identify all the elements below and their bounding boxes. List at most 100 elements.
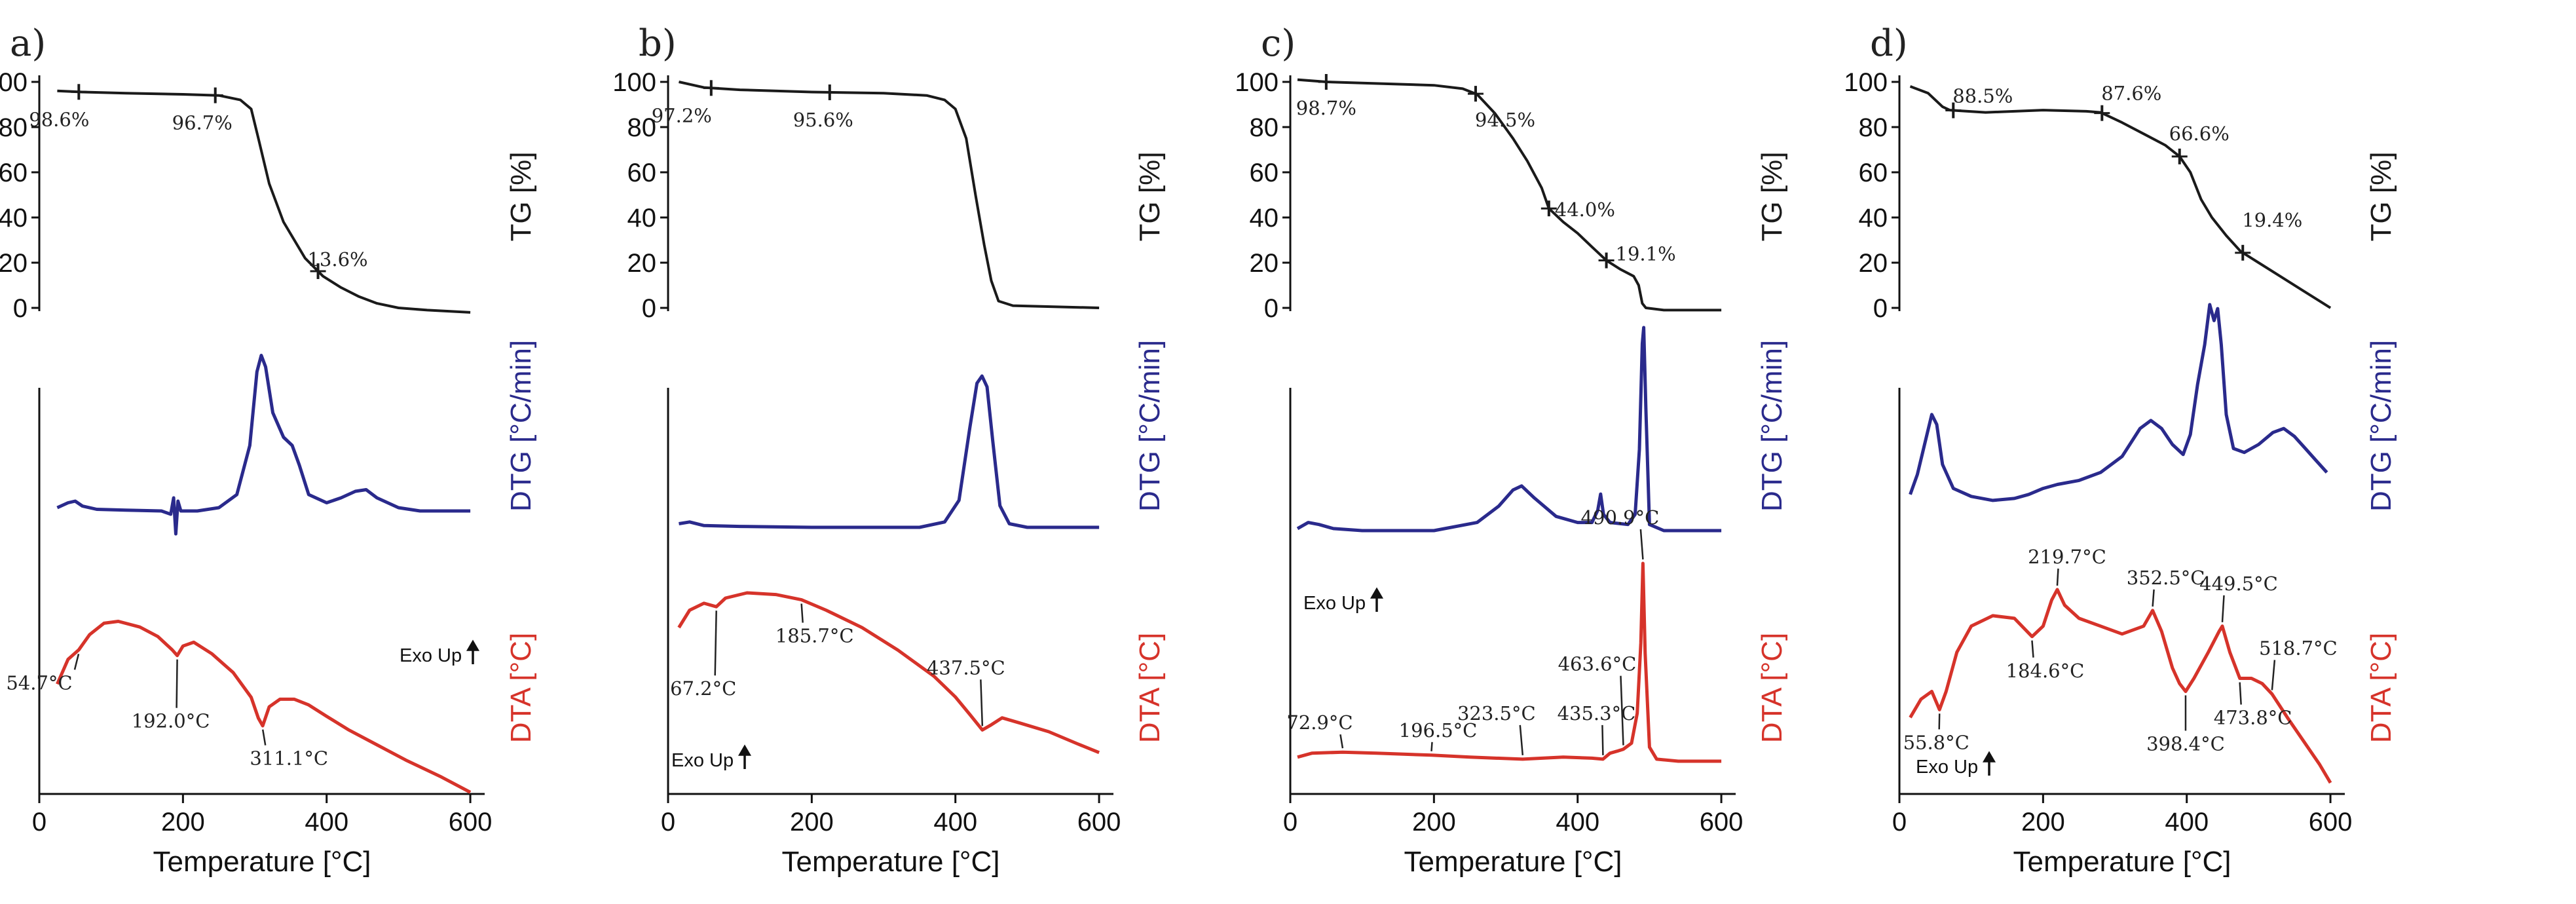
panel-c: c) 0 20 40 60 80 100 0 200 400 600 Temperature [°C]…	[1235, 22, 1788, 878]
tg-tick-label: 20	[0, 249, 28, 278]
dta-annotation: 323.5°C	[1457, 702, 1536, 725]
tg-curve	[1297, 78, 1722, 312]
up-arrow-icon	[737, 744, 752, 769]
exo-up-label: Exo Up	[1916, 757, 1978, 778]
x-tick-label: 0	[1283, 808, 1297, 837]
dta-annotation: 72.9°C	[1286, 711, 1353, 734]
dta-annotation: 352.5°C	[2127, 567, 2205, 589]
x-tick-label: 400	[2165, 808, 2209, 837]
dta-annotation: 196.5°C	[1399, 719, 1478, 742]
tg-axis-label: TG [%]	[505, 152, 537, 242]
dta-leader-line	[1620, 675, 1624, 745]
tg-axis-label: TG [%]	[2365, 152, 2397, 242]
x-axis-label: Temperature [°C]	[153, 846, 371, 878]
dta-leader-line	[800, 603, 804, 623]
dta-annotation: 185.7°C	[775, 625, 854, 647]
dta-curve	[677, 591, 1100, 755]
tg-tick-label: 0	[13, 294, 28, 323]
x-tick-label: 0	[1892, 808, 1907, 837]
tg-tick-label: 80	[627, 113, 657, 142]
dta-leader-line	[2271, 660, 2276, 690]
up-arrow-icon	[466, 639, 480, 664]
tg-annotation: 97.2%	[652, 104, 712, 126]
tg-tick-label: 60	[1859, 159, 1888, 187]
dtg-axis-label: DTG [°C/min]	[505, 340, 537, 512]
tg-tick-label: 40	[1250, 204, 1279, 233]
dta-leader-line	[980, 679, 984, 726]
tg-annotation: 19.4%	[2242, 209, 2302, 231]
x-tick-label: 600	[1700, 808, 1744, 837]
dta-axis-label: DTA [°C]	[1134, 633, 1166, 743]
tg-tick-label: 100	[0, 68, 28, 97]
dta-annotation: 219.7°C	[2028, 546, 2106, 568]
dta-leader-line	[1938, 713, 1941, 730]
x-tick-label: 0	[661, 808, 675, 837]
x-tick-label: 600	[449, 808, 493, 837]
tg-annotation: 96.7%	[172, 112, 233, 134]
panel-letter: b)	[639, 22, 677, 65]
dta-annotation: 54.7°C	[6, 671, 72, 694]
tg-annotation: 94.5%	[1475, 109, 1535, 131]
tg-tick-label: 0	[642, 294, 656, 323]
x-axis-label: Temperature [°C]	[2013, 846, 2231, 878]
tg-tick-label: 60	[0, 159, 28, 187]
dta-annotation: 192.0°C	[132, 710, 210, 732]
dta-annotation: 518.7°C	[2259, 637, 2338, 659]
x-axis-label: Temperature [°C]	[1404, 846, 1622, 878]
tg-tick-label: 20	[627, 249, 657, 278]
dtg-curve	[1296, 326, 1722, 533]
tg-annotation: 19.1%	[1616, 243, 1676, 265]
tg-annotation: 98.7%	[1296, 97, 1356, 119]
tg-annotation: 13.6%	[307, 248, 367, 271]
dta-annotation: 449.5°C	[2199, 573, 2278, 595]
panel-letter: c)	[1261, 22, 1296, 65]
tg-axis-label: TG [%]	[1756, 152, 1788, 242]
dta-leader-line	[2221, 595, 2225, 622]
dta-curve	[1909, 588, 2332, 784]
dtg-axis-label: DTG [°C/min]	[1756, 340, 1788, 512]
tg-tick-label: 100	[612, 68, 656, 97]
dta-leader-line	[1339, 734, 1344, 749]
tg-tick-label: 100	[1235, 68, 1279, 97]
tg-tick-label: 0	[1873, 294, 1888, 323]
x-tick-label: 400	[933, 808, 977, 837]
tg-tick-label: 80	[1250, 113, 1279, 142]
tg-tick-label: 40	[1859, 204, 1888, 233]
x-tick-label: 200	[790, 808, 834, 837]
tg-curve	[679, 81, 1100, 309]
x-tick-label: 400	[305, 808, 348, 837]
dta-leader-line	[261, 729, 267, 745]
dtg-axis-label: DTG [°C/min]	[1134, 340, 1166, 512]
tg-annotation: 88.5%	[1952, 85, 2013, 107]
dta-annotation: 473.8°C	[2214, 707, 2292, 729]
dta-annotation: 184.6°C	[2006, 660, 2085, 682]
tg-curve	[57, 89, 471, 314]
up-arrow-icon	[1370, 587, 1384, 612]
dtg-curve	[679, 374, 1100, 529]
tg-tick-label: 40	[0, 204, 28, 233]
dta-annotation: 437.5°C	[927, 656, 1005, 679]
dta-leader-line	[1519, 725, 1524, 756]
dta-axis-label: DTA [°C]	[1756, 633, 1788, 743]
x-axis-label: Temperature [°C]	[781, 846, 999, 878]
dta-annotation: 398.4°C	[2146, 732, 2225, 755]
up-arrow-icon	[1982, 751, 1996, 776]
tg-axis-label: TG [%]	[1134, 152, 1166, 242]
dta-axis-label: DTA [°C]	[2365, 633, 2397, 743]
exo-up-label: Exo Up	[1303, 593, 1366, 614]
dta-axis-label: DTA [°C]	[505, 633, 537, 743]
dta-leader-line	[1639, 529, 1644, 560]
tg-annotation: 95.6%	[793, 109, 853, 131]
tg-tick-label: 0	[1264, 294, 1279, 323]
panel-d: d) 0 20 40 60 80 100 0 200 400 600 Temperature [°C]…	[1844, 22, 2397, 878]
dta-annotation: 490.9°C	[1581, 506, 1660, 529]
panel-b: b) 0 20 40 60 80 100 0 200 400 600 Temperature [°C]…	[612, 22, 1166, 878]
tg-tick-label: 100	[1844, 68, 1888, 97]
dta-leader-line	[714, 611, 717, 676]
dta-leader-line	[2239, 682, 2242, 705]
x-tick-label: 200	[1412, 808, 1456, 837]
dtg-curve	[56, 354, 471, 536]
dta-annotation: 67.2°C	[670, 677, 736, 700]
tg-annotation: 66.6%	[2169, 122, 2230, 145]
tg-annotation: 87.6%	[2101, 83, 2161, 105]
